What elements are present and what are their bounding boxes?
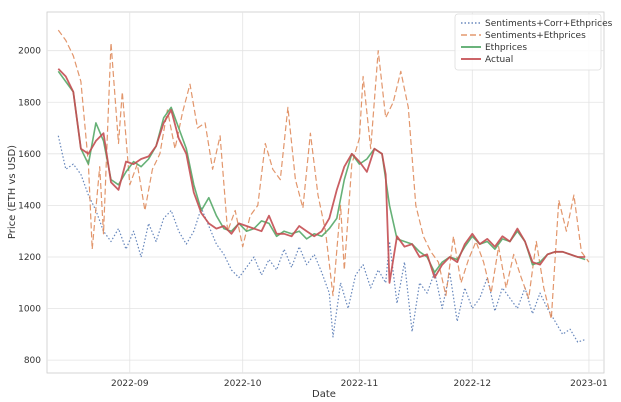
x-tick-label: 2022-12 (453, 379, 491, 389)
series-line-2 (57, 70, 586, 274)
y-tick-label: 2000 (18, 47, 41, 57)
legend-label: Sentiments+Corr+Ethprices (485, 19, 613, 29)
y-tick-label: 800 (24, 356, 41, 366)
y-tick-label: 1600 (18, 150, 41, 160)
x-tick-label: 2022-09 (111, 379, 149, 389)
x-axis-ticks: 2022-09 2022-10 2022-11 2022-12 2023-01 (111, 379, 608, 389)
legend: Sentiments+Corr+Ethprices Sentiments+Ethp… (454, 13, 613, 71)
y-tick-label: 1200 (18, 253, 41, 263)
legend-label: Sentiments+Ethprices (485, 31, 586, 41)
series-layer (57, 29, 590, 343)
series-line-1 (57, 29, 590, 320)
legend-box (454, 13, 602, 71)
x-tick-label: 2022-11 (341, 379, 379, 389)
y-axis-ticks: 800 1000 1200 1400 1600 1800 2000 (18, 47, 41, 366)
series-line-0 (57, 135, 586, 343)
series-line-3 (57, 68, 586, 284)
legend-label: Ethprices (485, 43, 527, 53)
legend-label: Actual (485, 55, 513, 65)
y-tick-label: 1400 (18, 201, 41, 211)
plot-area (46, 11, 605, 374)
x-tick-label: 2023-01 (570, 379, 608, 389)
y-tick-label: 1800 (18, 98, 41, 108)
y-tick-label: 1000 (18, 305, 41, 315)
y-axis-label: Price (ETH vs USD) (7, 145, 18, 239)
x-tick-label: 2022-10 (224, 379, 262, 389)
x-axis-label: Date (312, 389, 336, 400)
